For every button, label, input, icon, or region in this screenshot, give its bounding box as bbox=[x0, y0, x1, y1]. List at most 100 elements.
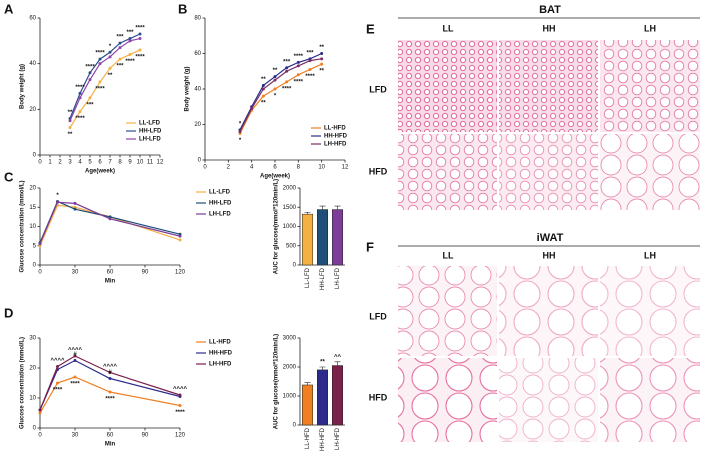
significance-mark: **** bbox=[125, 59, 135, 65]
x-tick-label: 1 bbox=[48, 160, 52, 166]
error-bar bbox=[304, 382, 311, 385]
significance-mark: ** bbox=[273, 68, 278, 74]
data-point bbox=[128, 53, 132, 57]
legend-label: LL-HFD bbox=[209, 340, 231, 346]
y-tick-label: 15 bbox=[29, 205, 36, 211]
histology-image bbox=[499, 134, 598, 210]
significance-mark: *** bbox=[283, 59, 291, 65]
y-tick-label: 40 bbox=[29, 61, 36, 67]
data-point bbox=[68, 126, 72, 130]
data-point bbox=[88, 78, 92, 82]
histology-image bbox=[499, 358, 598, 442]
x-tick-label: HH-LFD bbox=[320, 267, 326, 290]
significance-mark: *** bbox=[126, 30, 134, 36]
panel-label: C bbox=[4, 169, 14, 184]
data-point bbox=[296, 60, 300, 64]
significance-mark: **** bbox=[95, 51, 105, 57]
y-tick-label: 0 bbox=[33, 263, 37, 269]
histology-image bbox=[398, 266, 497, 356]
significance-mark: ^^^^ bbox=[173, 387, 188, 393]
data-point bbox=[78, 110, 82, 114]
x-tick-label: 9 bbox=[128, 160, 132, 166]
x-tick-label: 6 bbox=[98, 160, 102, 166]
x-tick-label: 90 bbox=[142, 433, 149, 439]
x-tick-label: 3 bbox=[68, 160, 72, 166]
histology-image bbox=[600, 134, 700, 210]
y-tick-label: 20 bbox=[29, 107, 36, 113]
error-bar bbox=[319, 205, 326, 210]
x-tick-label: 30 bbox=[72, 433, 79, 439]
data-point bbox=[273, 87, 277, 91]
x-axis-label: Min bbox=[105, 442, 116, 448]
y-tick-label: 2000 bbox=[283, 365, 297, 371]
histology-image bbox=[398, 134, 497, 210]
x-tick-label: 120 bbox=[175, 270, 186, 276]
y-axis-label: Glucose concentration (mmol/L) bbox=[20, 180, 26, 272]
x-tick-label: 8 bbox=[297, 165, 301, 171]
significance-mark: * bbox=[239, 121, 242, 127]
data-point bbox=[238, 130, 242, 134]
significance-mark: ** bbox=[68, 132, 73, 138]
significance-mark: ** bbox=[108, 73, 113, 79]
data-point bbox=[108, 55, 112, 59]
panel-label: B bbox=[178, 1, 187, 16]
x-tick-label: 6 bbox=[273, 165, 277, 171]
significance-mark: **** bbox=[105, 397, 115, 403]
significance-mark: ** bbox=[68, 110, 73, 116]
histology-image bbox=[398, 40, 497, 132]
x-tick-label: LL-HFD bbox=[305, 427, 311, 449]
x-tick-label: LH-HFD bbox=[335, 427, 341, 450]
data-point bbox=[73, 207, 77, 211]
row-label: LFD bbox=[369, 84, 387, 94]
legend-label: LH-HFD bbox=[324, 142, 347, 148]
data-point bbox=[88, 96, 92, 100]
significance-mark: *** bbox=[86, 102, 94, 108]
data-point bbox=[78, 96, 82, 100]
x-tick-label: 0 bbox=[38, 270, 42, 276]
x-tick-label: 7 bbox=[108, 160, 112, 166]
data-point bbox=[128, 39, 132, 43]
significance-mark: *** bbox=[306, 50, 314, 56]
y-tick-label: 0 bbox=[33, 153, 37, 159]
x-tick-label: 60 bbox=[107, 270, 114, 276]
data-point bbox=[138, 32, 142, 36]
significance-mark: **** bbox=[85, 64, 95, 70]
histology-bat: BAT LL HH LH LFD HFD bbox=[369, 4, 700, 210]
significance-mark: ** bbox=[319, 69, 324, 75]
legend-label: HH-HFD bbox=[324, 134, 348, 140]
series-line bbox=[39, 376, 181, 414]
data-point bbox=[108, 66, 112, 70]
column-label: HH bbox=[543, 250, 556, 260]
x-tick-label: 10 bbox=[318, 165, 325, 171]
data-point bbox=[178, 238, 182, 242]
y-tick-label: 0 bbox=[198, 158, 202, 164]
significance-mark: * bbox=[274, 94, 277, 100]
data-point bbox=[88, 71, 92, 75]
data-point bbox=[296, 64, 300, 68]
significance-mark: ** bbox=[261, 77, 266, 83]
data-point bbox=[118, 57, 122, 61]
y-tick-label: 1000 bbox=[283, 224, 297, 230]
column-label: LH bbox=[644, 250, 656, 260]
x-tick-label: 60 bbox=[107, 433, 114, 439]
bar bbox=[332, 209, 343, 266]
data-point bbox=[285, 66, 289, 70]
data-point bbox=[261, 94, 265, 98]
x-tick-label: 2 bbox=[58, 160, 62, 166]
series-line bbox=[69, 37, 141, 121]
x-tick-label: 90 bbox=[142, 270, 149, 276]
data-point bbox=[56, 381, 59, 385]
data-point bbox=[273, 78, 277, 82]
series-line bbox=[239, 63, 322, 134]
significance-mark: **** bbox=[95, 87, 105, 93]
x-tick-label: 10 bbox=[137, 160, 144, 166]
error-bar bbox=[334, 361, 341, 366]
significance-mark: **** bbox=[175, 410, 185, 416]
panel-label: E bbox=[366, 21, 375, 36]
significance-mark: * bbox=[56, 193, 59, 199]
data-point bbox=[320, 52, 324, 55]
row-label: HFD bbox=[369, 166, 388, 176]
histology-iwat: iWAT LL HH LH LFD HFD bbox=[369, 232, 700, 442]
significance-mark: **** bbox=[282, 86, 292, 92]
y-tick-label: 1500 bbox=[283, 205, 297, 211]
